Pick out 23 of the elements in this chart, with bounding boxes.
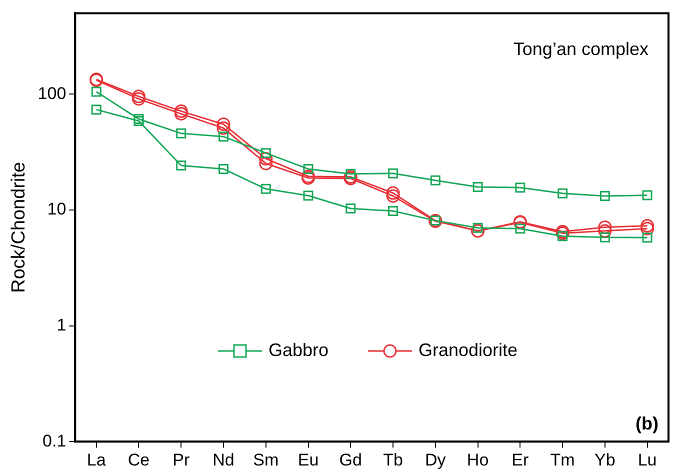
legend-label: Gabbro bbox=[268, 340, 328, 361]
annotation: (b) bbox=[636, 414, 659, 434]
y-tick-label: 10 bbox=[47, 200, 66, 219]
x-tick-label: Nd bbox=[212, 450, 234, 470]
y-tick-label: 1 bbox=[56, 315, 66, 334]
y-tick-label: 0.1 bbox=[42, 431, 66, 450]
x-tick-label: Sm bbox=[253, 450, 279, 470]
x-tick-label: Tm bbox=[550, 450, 575, 470]
x-tick-label: Gd bbox=[339, 450, 362, 470]
y-axis-title: Rock/Chondrite bbox=[8, 162, 30, 293]
x-tick-label: Eu bbox=[298, 450, 319, 470]
x-tick-label: Ce bbox=[128, 450, 150, 470]
x-tick-label: Tb bbox=[383, 450, 403, 470]
x-tick-label: Pr bbox=[172, 450, 190, 470]
x-tick-label: Lu bbox=[638, 450, 657, 470]
x-tick-label: Dy bbox=[425, 450, 446, 470]
x-tick-label: Er bbox=[512, 450, 530, 470]
legend-label: Granodiorite bbox=[418, 340, 518, 361]
annotation: Tong’an complex bbox=[513, 39, 648, 60]
y-tick-label: 100 bbox=[38, 84, 66, 103]
x-tick-label: Ho bbox=[466, 450, 489, 470]
x-tick-label: La bbox=[86, 450, 106, 470]
x-tick-label: Yb bbox=[594, 450, 616, 470]
